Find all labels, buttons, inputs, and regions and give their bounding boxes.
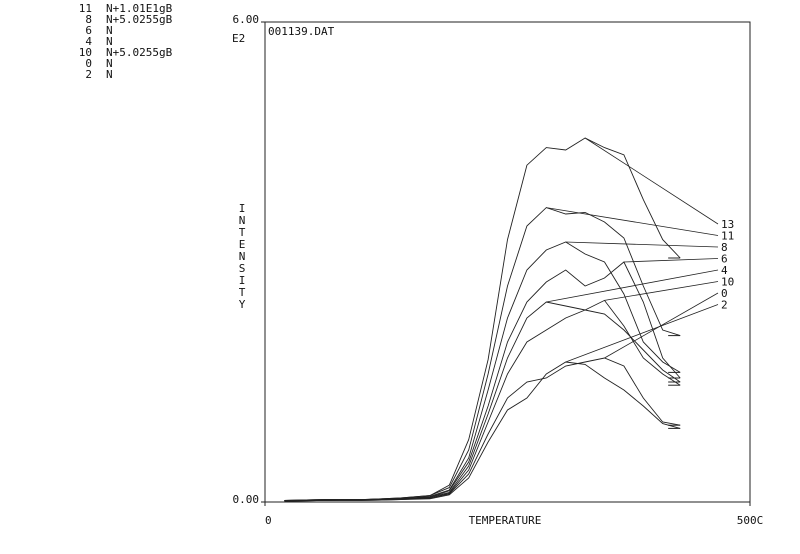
series-label: 8: [721, 241, 728, 254]
series-label: 10: [721, 276, 734, 289]
curve: [284, 361, 681, 502]
curve: [284, 207, 681, 501]
y-exponent: E2: [232, 32, 245, 45]
legend-id: 6: [85, 24, 92, 37]
legend-id: 8: [85, 13, 92, 26]
leader-line: [604, 281, 719, 301]
series-label: 11: [721, 230, 734, 243]
legend-id: 2: [85, 68, 92, 81]
leader-line: [623, 258, 719, 263]
legend-note: N+1.01E1gB: [106, 2, 173, 15]
y-tick-label: 0.00: [233, 493, 260, 506]
chart-title: 001139.DAT: [268, 25, 335, 38]
series-label: 4: [721, 264, 728, 277]
leader-line: [565, 241, 719, 248]
x-axis-label: TEMPERATURE: [469, 514, 542, 527]
series-label: 13: [721, 218, 734, 231]
x-tick-label: 500C: [737, 514, 764, 527]
x-tick-label: 0: [265, 514, 272, 527]
legend-id: 0: [85, 57, 92, 70]
legend-id: 11: [79, 2, 92, 15]
series-label: 0: [721, 287, 728, 300]
legend-note: N: [106, 68, 113, 81]
legend-note: N+5.0255gB: [106, 46, 173, 59]
series-label: 6: [721, 253, 728, 266]
legend-note: N+5.0255gB: [106, 13, 173, 26]
leader-line: [584, 137, 719, 225]
legend-note: N: [106, 24, 113, 37]
y-tick-label: 6.00: [233, 13, 260, 26]
leader-line: [565, 304, 719, 363]
legend-note: N: [106, 35, 113, 48]
leader-line: [546, 269, 719, 303]
leader-line: [546, 207, 719, 236]
series-label: 2: [721, 299, 728, 312]
curve: [284, 299, 681, 501]
legend-id: 4: [85, 35, 92, 48]
legend-note: N: [106, 57, 113, 70]
legend-id: 10: [79, 46, 92, 59]
plot-frame: [264, 21, 751, 503]
